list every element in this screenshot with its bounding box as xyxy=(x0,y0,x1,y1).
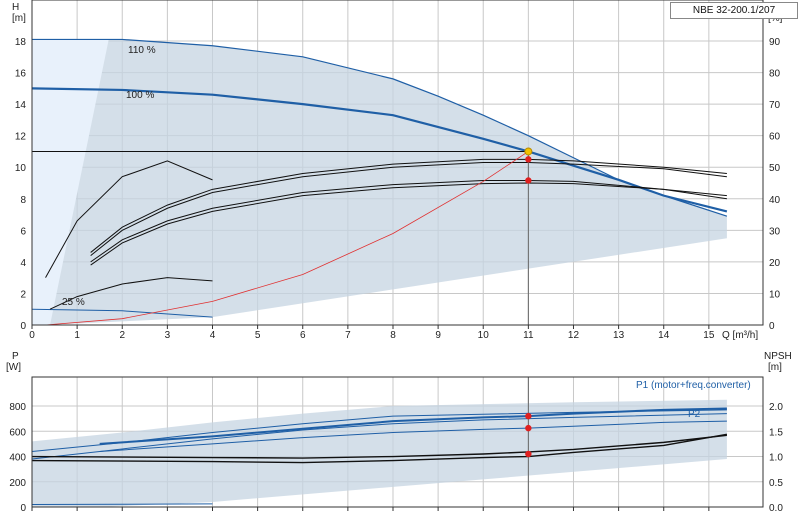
top-y2tick-label: 70 xyxy=(769,100,781,111)
top-ylabel-line1: H xyxy=(12,2,19,13)
top-xtick-label: 2 xyxy=(119,330,125,341)
duty-point-marker xyxy=(524,147,533,156)
curve-efficiency-5 xyxy=(90,179,727,263)
curve-label-110: 110 % xyxy=(128,45,156,56)
top-y2tick-label: 50 xyxy=(769,163,781,174)
top-xtick-label: 11 xyxy=(523,330,534,341)
top-xtick-label: 3 xyxy=(165,330,171,341)
top-xtick-label: 5 xyxy=(255,330,261,341)
top-xtick-label: 15 xyxy=(703,330,715,341)
top-ytick-label: 4 xyxy=(20,258,26,269)
series-label-p2: P2 xyxy=(688,409,701,420)
bottom-frame xyxy=(31,376,764,508)
top-ytick-label: 8 xyxy=(20,195,26,206)
bottom-axes: 0 200 400 600 800 0.0 0.5 1.0 1.5 2.0 xyxy=(9,376,783,514)
curve-power-1 xyxy=(99,420,727,452)
bottom-ytick-label: 800 xyxy=(9,402,26,413)
bottom-ytick-label: 400 xyxy=(9,453,26,464)
curve-power-6 xyxy=(31,503,213,505)
top-xtick-label: 10 xyxy=(478,330,490,341)
curve-label-25: 25 % xyxy=(62,297,85,308)
curve-efficiency-4 xyxy=(90,162,727,256)
curve-efficiency-6 xyxy=(90,182,727,266)
top-xtick-label: 13 xyxy=(613,330,625,341)
top-ylabel-line2: [m] xyxy=(12,13,26,24)
top-xtick-label: 12 xyxy=(568,330,580,341)
top-y2tick-label: 80 xyxy=(769,69,781,80)
bottom-ytick-label: 600 xyxy=(9,427,26,438)
curve-efficiency-8 xyxy=(49,277,213,310)
curve-power-2 xyxy=(31,409,727,452)
top-y2tick-label: 20 xyxy=(769,258,781,269)
efficiency-point-marker xyxy=(525,156,532,163)
curve-npsh-4 xyxy=(31,434,727,459)
top-ytick-label: 6 xyxy=(20,226,26,237)
bottom-y2tick-label: 1.0 xyxy=(769,453,783,464)
top-ytick-label: 14 xyxy=(15,100,27,111)
bottom-y2tick-label: 0.5 xyxy=(769,478,783,489)
power-operating-area xyxy=(32,399,727,507)
curve-efficiency-7 xyxy=(45,160,213,278)
top-frame xyxy=(31,0,764,326)
top-xlabel: Q [m³/h] xyxy=(722,330,758,341)
curve-label-100: 100 % xyxy=(126,90,154,101)
top-xtick-label: 14 xyxy=(658,330,670,341)
top-xtick-label: 9 xyxy=(435,330,441,341)
top-xtick-label: 1 xyxy=(74,330,80,341)
top-y2tick-label: 10 xyxy=(769,289,781,300)
bottom-ytick-label: 0 xyxy=(20,503,26,514)
top-y2tick-label: 30 xyxy=(769,226,781,237)
curve-power-3 xyxy=(31,413,727,460)
efficiency-point-marker xyxy=(525,177,532,184)
top-xtick-label: 0 xyxy=(29,330,35,341)
bottom-y2tick-label: 0.0 xyxy=(769,503,783,514)
top-curves xyxy=(31,38,728,326)
bottom-y2tick-label: 1.5 xyxy=(769,427,783,438)
top-ytick-label: 12 xyxy=(15,132,27,143)
bottom-ylabel-line2: [W] xyxy=(6,362,21,373)
top-ytick-label: 16 xyxy=(15,69,27,80)
bottom-y2tick-label: 2.0 xyxy=(769,402,783,413)
operating-area xyxy=(32,39,727,326)
series-label-p1: P1 (motor+freq.converter) xyxy=(636,380,751,391)
curve-npsh-5 xyxy=(31,433,728,464)
bottom-curves xyxy=(31,377,728,507)
top-xtick-label: 4 xyxy=(210,330,216,341)
top-ytick-label: 10 xyxy=(15,163,27,174)
top-y2tick-label: 60 xyxy=(769,132,781,143)
low-flow-area xyxy=(32,39,109,326)
curve-head-1 xyxy=(31,87,728,213)
top-operating-range xyxy=(32,39,727,326)
top-y2tick-label: 0 xyxy=(769,321,775,332)
p1-point-marker xyxy=(525,412,532,420)
chart-title: NBE 32-200.1/207 xyxy=(670,2,798,19)
curve-system-9 xyxy=(45,151,529,326)
curve-efficiency-3 xyxy=(90,158,727,253)
top-xtick-label: 6 xyxy=(300,330,306,341)
top-ytick-label: 2 xyxy=(20,289,26,300)
p2-point-marker xyxy=(525,424,532,432)
top-y2tick-label: 40 xyxy=(769,195,781,206)
top-ytick-label: 18 xyxy=(15,37,27,48)
top-xtick-label: 7 xyxy=(345,330,351,341)
bottom-y2label-line2: [m] xyxy=(768,362,782,373)
curve-head-2 xyxy=(31,308,213,318)
bottom-ytick-label: 200 xyxy=(9,478,26,489)
bottom-y2label-line1: NPSH xyxy=(764,351,792,362)
bottom-ylabel-line1: P xyxy=(12,351,19,362)
top-axes: 0 1 2 3 4 5 6 7 8 9 10 11 12 13 14 15024681012141618010… xyxy=(15,0,781,341)
bottom-operating-range xyxy=(32,399,727,507)
top-xtick-label: 8 xyxy=(390,330,396,341)
top-y2tick-label: 90 xyxy=(769,37,781,48)
top-ytick-label: 0 xyxy=(20,321,26,332)
npsh-point-marker xyxy=(525,450,532,458)
